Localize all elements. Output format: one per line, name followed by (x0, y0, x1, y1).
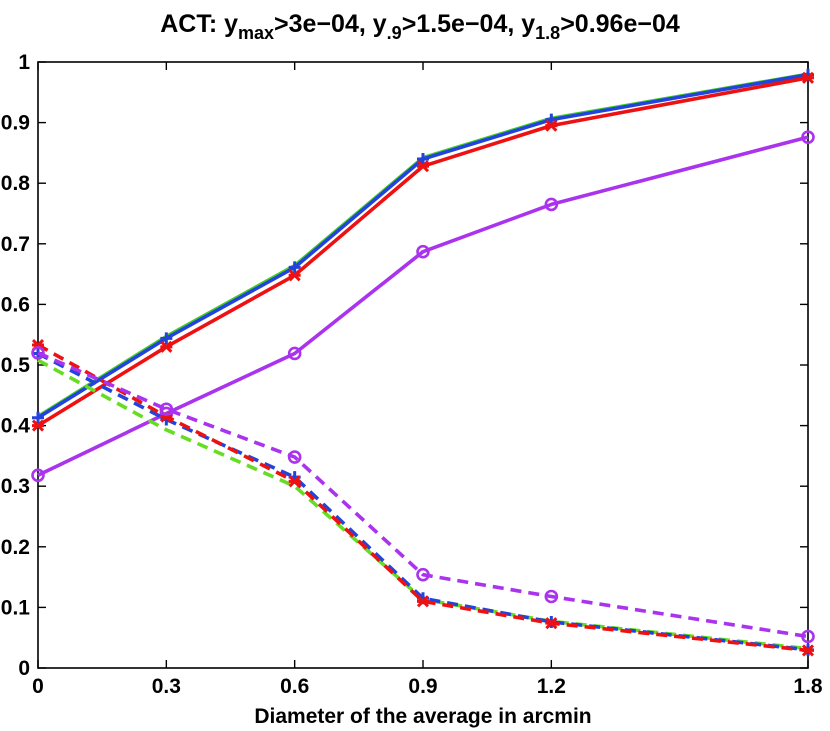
y-tick-label: 0.2 (1, 536, 30, 559)
data-point (31, 346, 45, 360)
data-point (32, 411, 44, 424)
x-tick-label: 0 (32, 675, 44, 698)
series-line (37, 72, 809, 420)
series-blue-dashed (32, 347, 814, 656)
data-point (801, 130, 815, 144)
series-layer (31, 68, 815, 657)
data-point (545, 617, 558, 630)
plot-frame (37, 61, 809, 669)
data-point (287, 346, 302, 361)
series-line (37, 135, 809, 477)
axis-ticks (37, 61, 809, 669)
title-subscript: .9 (387, 23, 402, 43)
series-line (37, 76, 809, 428)
data-point (544, 197, 559, 212)
data-point (287, 450, 302, 464)
data-point (545, 119, 558, 132)
data-point (288, 269, 301, 282)
data-point (544, 589, 559, 604)
y-tick-label: 0.6 (1, 293, 30, 316)
data-point (416, 567, 430, 582)
x-tick-label: 0.9 (408, 675, 437, 698)
x-axis-label: Diameter of the average in arcmin (254, 705, 591, 728)
title-part: >0.96e−04 (560, 10, 680, 38)
series-red-dashed (31, 338, 815, 657)
tick-labels: 0 0.3 0.6 0.9 1.2 1.8 0 0.1 0.2 0.3 0.4 0.5 0.6 0.7 0.… (1, 51, 823, 698)
data-point (288, 261, 301, 274)
series-line (37, 343, 809, 653)
data-point (159, 402, 174, 417)
data-point (417, 152, 429, 165)
title-part: ACT: y (160, 10, 238, 38)
data-point (801, 629, 815, 644)
data-point (31, 468, 45, 483)
title-subscript: 1.8 (535, 23, 560, 43)
data-point (416, 244, 430, 259)
y-tick-label: 0.9 (1, 112, 30, 135)
y-tick-label: 1 (18, 51, 30, 74)
data-point (31, 419, 45, 432)
x-tick-label: 0.6 (280, 675, 309, 698)
series-red-solid (31, 71, 815, 432)
title-part: >1.5e−04, y (402, 10, 536, 38)
chart-title: ACT: ymax>3e−04, y.9>1.5e−04, y1.8>0.96e… (160, 10, 680, 43)
y-tick-label: 0.7 (1, 233, 30, 256)
title-part: >3e−04, y (274, 10, 387, 38)
x-tick-label: 1.8 (793, 675, 823, 698)
x-tick-label: 0.3 (152, 675, 181, 698)
y-tick-label: 0.1 (1, 596, 31, 619)
data-point (288, 475, 301, 488)
series-purple-solid (31, 130, 815, 483)
x-tick-label: 1.2 (537, 675, 566, 698)
y-tick-label: 0.3 (1, 475, 30, 498)
data-point (801, 644, 815, 657)
y-tick-label: 0.5 (1, 354, 31, 377)
series-line (37, 351, 809, 652)
series-line (37, 351, 809, 639)
title-subscript: max (238, 23, 274, 43)
data-point (801, 71, 815, 84)
data-point (416, 595, 430, 608)
data-point (160, 340, 173, 353)
data-point (416, 160, 430, 173)
series-purple-dashed (31, 346, 815, 644)
y-tick-label: 0 (18, 657, 30, 680)
y-tick-label: 0.4 (1, 415, 31, 438)
data-point (160, 332, 173, 345)
y-tick-label: 0.8 (1, 172, 31, 195)
